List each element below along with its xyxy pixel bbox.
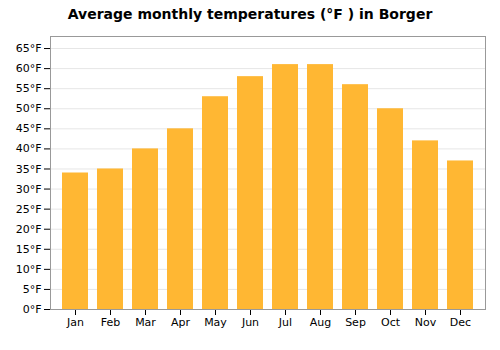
svg-text:15°F: 15°F — [16, 243, 42, 256]
svg-text:45°F: 45°F — [16, 122, 42, 135]
svg-text:65°F: 65°F — [16, 42, 42, 55]
svg-text:May: May — [204, 316, 227, 329]
svg-text:Nov: Nov — [415, 316, 437, 329]
svg-text:10°F: 10°F — [16, 263, 42, 276]
svg-text:Dec: Dec — [450, 316, 471, 329]
svg-text:Jun: Jun — [241, 316, 259, 329]
svg-text:60°F: 60°F — [16, 62, 42, 75]
svg-text:Oct: Oct — [381, 316, 401, 329]
svg-text:Jan: Jan — [66, 316, 84, 329]
svg-text:Sep: Sep — [345, 316, 366, 329]
svg-text:Apr: Apr — [171, 316, 191, 329]
svg-text:0°F: 0°F — [23, 303, 42, 316]
svg-text:30°F: 30°F — [16, 183, 42, 196]
svg-text:Feb: Feb — [101, 316, 120, 329]
svg-text:Jul: Jul — [278, 316, 292, 329]
svg-text:Mar: Mar — [135, 316, 156, 329]
svg-text:50°F: 50°F — [16, 102, 42, 115]
svg-text:40°F: 40°F — [16, 142, 42, 155]
svg-text:20°F: 20°F — [16, 223, 42, 236]
html-text:Average monthly temperatures (: Average monthly temperatures (°F ) in Bo… — [67, 6, 433, 22]
svg-text:5°F: 5°F — [23, 283, 42, 296]
svg-text:35°F: 35°F — [16, 163, 42, 176]
svg-text:25°F: 25°F — [16, 203, 42, 216]
svg-text:55°F: 55°F — [16, 82, 42, 95]
svg-text:Aug: Aug — [310, 316, 331, 329]
